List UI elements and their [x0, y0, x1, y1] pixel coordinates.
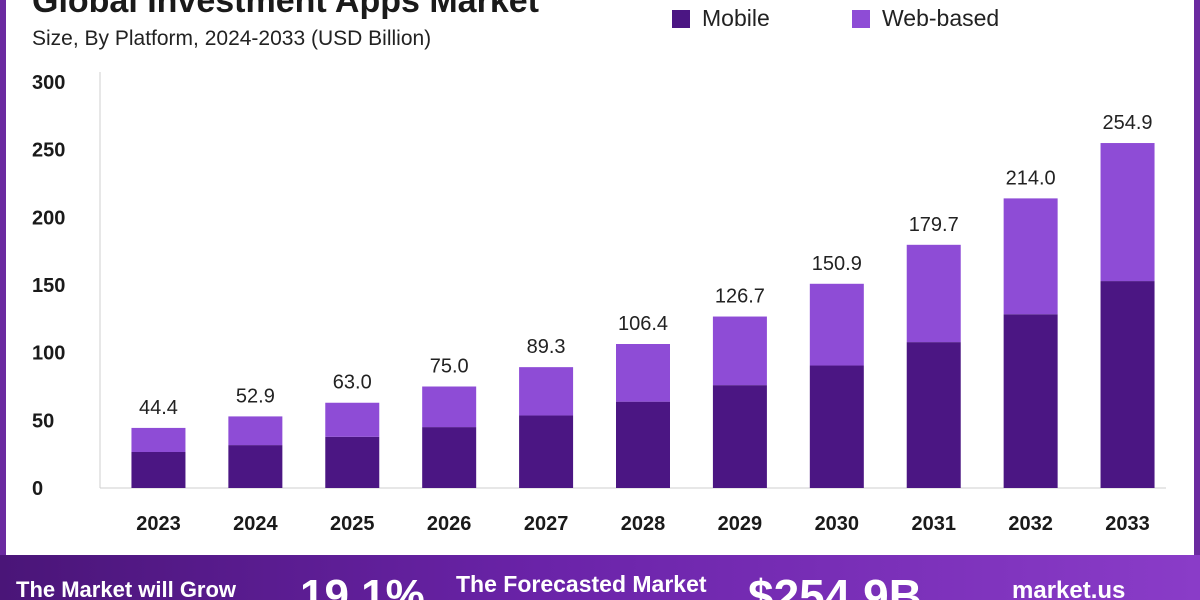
- bar-mobile: [906, 342, 961, 488]
- bar-web-based: [1100, 143, 1155, 282]
- banner-forecast-text: The Forecasted Market: [456, 571, 707, 597]
- data-label-total: 75.0: [430, 356, 469, 378]
- x-tick-label: 2033: [1105, 513, 1150, 535]
- bar-mobile: [712, 385, 767, 488]
- bar-web-based: [1003, 198, 1058, 315]
- bar-web-based: [228, 416, 283, 446]
- chart-title: Global Investment Apps Market: [32, 0, 539, 20]
- bar-web-based: [906, 244, 961, 343]
- x-tick-label: 2025: [330, 513, 375, 535]
- banner-grow-text: The Market will Grow: [16, 577, 237, 600]
- bar-web-based: [325, 402, 380, 437]
- banner-cagr-value: 19.1%: [300, 571, 425, 600]
- bar-web-based: [131, 427, 186, 453]
- y-tick-label: 0: [32, 478, 43, 500]
- chart-plot: 0 50 100 150 200 250 300 44.4 2023 52.9 2024 63.0 20…: [32, 72, 1166, 535]
- bar-web-based: [422, 386, 477, 428]
- bar-web-based: [519, 367, 574, 416]
- bar-web-based: [809, 283, 864, 366]
- legend-swatch-mobile: [672, 9, 690, 28]
- bar-web-based: [712, 316, 767, 386]
- bar-mobile: [422, 427, 477, 488]
- y-tick-label: 100: [32, 343, 65, 365]
- x-tick-label: 2030: [815, 513, 860, 535]
- x-tick-label: 2026: [427, 513, 472, 535]
- data-label-total: 254.9: [1103, 112, 1153, 134]
- x-tick-label: 2023: [136, 513, 181, 535]
- data-label-total: 44.4: [139, 397, 178, 419]
- data-label-total: 126.7: [715, 286, 765, 308]
- banner-forecast-value: $254.9B: [748, 570, 922, 600]
- bar-mobile: [1003, 314, 1058, 488]
- x-tick-label: 2028: [621, 513, 666, 535]
- bottom-banner: The Market will Grow 19.1% The Forecaste…: [0, 555, 1200, 600]
- x-tick-label: 2031: [911, 513, 956, 535]
- bar-mobile: [616, 401, 670, 488]
- bar-mobile: [519, 415, 574, 488]
- chart-subtitle: Size, By Platform, 2024-2033 (USD Billio…: [32, 27, 432, 50]
- data-label-total: 179.7: [909, 214, 959, 236]
- data-label-total: 52.9: [236, 385, 275, 407]
- y-tick-label: 200: [32, 207, 65, 229]
- bar-mobile: [228, 445, 283, 488]
- bar-mobile: [131, 452, 186, 488]
- legend-item-mobile: Mobile: [672, 5, 770, 32]
- bar-mobile: [809, 365, 864, 488]
- data-label-total: 89.3: [527, 336, 566, 358]
- data-label-total: 150.9: [812, 253, 862, 275]
- legend-label-mobile: Mobile: [702, 5, 770, 31]
- x-tick-label: 2024: [233, 513, 278, 535]
- x-tick-label: 2032: [1008, 513, 1053, 535]
- data-label-total: 214.0: [1006, 167, 1056, 189]
- banner-market-text: market.us: [1012, 577, 1126, 600]
- y-tick-label: 300: [32, 72, 65, 94]
- x-tick-label: 2029: [718, 513, 763, 535]
- y-tick-label: 50: [32, 410, 54, 432]
- legend-item-web-based: Web-based: [852, 5, 999, 32]
- bar-web-based: [616, 344, 670, 402]
- bar-mobile: [325, 436, 380, 488]
- bar-mobile: [1100, 281, 1155, 488]
- y-tick-label: 250: [32, 140, 65, 162]
- y-tick-label: 150: [32, 275, 65, 297]
- legend-swatch-web-based: [852, 9, 870, 28]
- data-label-total: 63.0: [333, 372, 372, 394]
- legend-label-web-based: Web-based: [882, 5, 1000, 31]
- data-label-total: 106.4: [618, 313, 668, 335]
- x-tick-label: 2027: [524, 513, 569, 535]
